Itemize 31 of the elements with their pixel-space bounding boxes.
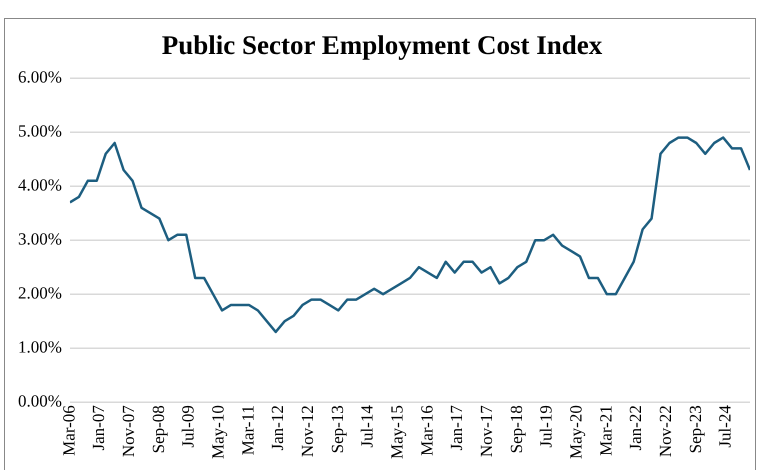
x-tick-label: Nov-17: [476, 404, 496, 458]
x-tick-label: Jan-17: [447, 404, 466, 451]
x-tick-label: May-10: [208, 405, 228, 460]
x-tick-label: May-20: [566, 405, 586, 460]
x-tick-label: Nov-22: [656, 405, 675, 458]
y-tick-label: 6.00%: [18, 68, 62, 87]
y-tick-label: 2.00%: [18, 284, 62, 303]
x-tick-label: Mar-16: [417, 405, 436, 456]
x-tick-label: Sep-23: [686, 405, 705, 454]
x-tick-label: Mar-21: [596, 405, 616, 456]
x-tick-label: Sep-13: [328, 405, 347, 454]
y-tick-label: 4.00%: [18, 176, 62, 195]
x-tick-label: May-15: [387, 405, 406, 460]
x-tick-label: Jan-07: [89, 404, 108, 451]
x-tick-label: Jan-12: [268, 405, 288, 451]
chart-title: Public Sector Employment Cost Index: [160, 30, 604, 61]
x-tick-label: Nov-12: [298, 405, 318, 458]
x-tick-label: Jul-24: [716, 404, 735, 448]
x-tick-label: Jul-14: [358, 404, 377, 448]
x-tick-label: Jul-09: [178, 405, 198, 448]
x-tick-label: Mar-11: [238, 405, 258, 456]
x-tick-label: Jul-19: [536, 405, 556, 448]
x-tick-label: Mar-06: [59, 405, 78, 456]
y-tick-label: 0.00%: [18, 392, 62, 411]
x-tick-label: Jan-22: [626, 405, 646, 451]
x-tick-label: Sep-08: [148, 405, 168, 454]
y-tick-label: 5.00%: [18, 122, 62, 141]
x-tick-label: Sep-18: [506, 405, 526, 454]
y-tick-label: 3.00%: [18, 230, 62, 249]
y-tick-label: 1.00%: [18, 338, 62, 357]
x-tick-label: Nov-07: [119, 404, 138, 458]
